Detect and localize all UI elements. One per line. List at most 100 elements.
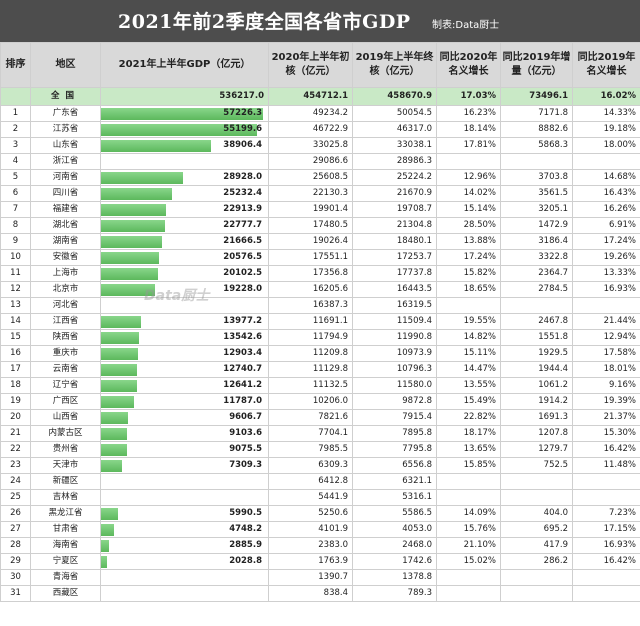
table-cell-gdp-2020: 1763.9 xyxy=(268,553,353,570)
table-cell-gdp-2019: 11990.8 xyxy=(352,329,437,346)
table-cell-gdp-2019: 25224.2 xyxy=(352,169,437,186)
table-row: 8 湖北省 22777.7 17480.5 21304.8 28.50% 1472.9 6.9… xyxy=(0,217,640,234)
table-cell-gdp-2020: 6412.8 xyxy=(268,473,353,490)
table-cell-gdp-2019: 17253.7 xyxy=(352,249,437,266)
table-row: 30 青海省 1390.7 1378.8 xyxy=(0,569,640,586)
table-cell-growth-2020 xyxy=(436,585,501,602)
table-cell-increment-2019: 3561.5 xyxy=(500,185,573,202)
table-cell-rank: 11 xyxy=(0,265,31,282)
table-cell-gdp-2021: 57226.3 xyxy=(100,105,269,122)
table-cell-gdp-2020: 11129.8 xyxy=(268,361,353,378)
gdp-bar xyxy=(101,268,158,280)
header-gdp-2021: 2021年上半年GDP（亿元） xyxy=(100,42,269,88)
table-cell-region: 北京市 xyxy=(30,281,101,298)
table-cell-increment-2019 xyxy=(500,473,573,490)
table-cell-gdp-2019: 1378.8 xyxy=(352,569,437,586)
table-cell-growth-2020: 15.14% xyxy=(436,201,501,218)
table-cell-increment-2019: 1551.8 xyxy=(500,329,573,346)
table-cell-gdp-2020: 17356.8 xyxy=(268,265,353,282)
gdp-bar xyxy=(101,332,139,344)
table-cell-rank: 25 xyxy=(0,489,31,506)
table-cell-region: 广东省 xyxy=(30,105,101,122)
gdp-bar xyxy=(101,124,257,136)
table-row: 3 山东省 38906.4 33025.8 33038.1 17.81% 5868.3 18.… xyxy=(0,137,640,154)
table-cell-increment-2019: 3205.1 xyxy=(500,201,573,218)
table-cell-growth-2020 xyxy=(436,473,501,490)
table-cell-gdp-2021: 55199.6 xyxy=(100,121,269,138)
table-cell-gdp-2019: 17737.8 xyxy=(352,265,437,282)
total-region: 全国 xyxy=(30,87,101,106)
header-gdp-2019: 2019年上半年终核（亿元） xyxy=(352,42,437,88)
gdp-value: 2028.8 xyxy=(229,556,262,566)
table-cell-increment-2019 xyxy=(500,569,573,586)
total-gdp-2021: 536217.0 xyxy=(100,87,269,106)
table-cell-region: 辽宁省 xyxy=(30,377,101,394)
table-cell-growth-2019: 16.42% xyxy=(572,441,640,458)
table-cell-gdp-2019: 28986.3 xyxy=(352,153,437,170)
table-cell-gdp-2020: 22130.3 xyxy=(268,185,353,202)
table-cell-region: 重庆市 xyxy=(30,345,101,362)
table-cell-gdp-2021: 13977.2 xyxy=(100,313,269,330)
table-cell-region: 安徽省 xyxy=(30,249,101,266)
table-cell-growth-2020: 19.55% xyxy=(436,313,501,330)
table-cell-region: 江苏省 xyxy=(30,121,101,138)
table-cell-region: 湖北省 xyxy=(30,217,101,234)
table-cell-growth-2019 xyxy=(572,569,640,586)
table-cell-increment-2019: 404.0 xyxy=(500,505,573,522)
table-cell-rank: 28 xyxy=(0,537,31,554)
header-row: 排序 地区 2021年上半年GDP（亿元） 2020年上半年初核（亿元） 201… xyxy=(0,42,640,88)
table-row: 31 西藏区 838.4 789.3 xyxy=(0,585,640,602)
table-cell-growth-2020: 15.49% xyxy=(436,393,501,410)
total-growth-2019: 16.02% xyxy=(572,87,640,106)
table-row: 5 河南省 28928.0 25608.5 25224.2 12.96% 3703.8 14.… xyxy=(0,169,640,186)
gdp-bar xyxy=(101,188,172,200)
table-cell-gdp-2020: 11209.8 xyxy=(268,345,353,362)
gdp-bar xyxy=(101,364,137,376)
table-cell-increment-2019: 5868.3 xyxy=(500,137,573,154)
table-cell-gdp-2021 xyxy=(100,569,269,586)
table-cell-gdp-2021: 9103.6 xyxy=(100,425,269,442)
table-row: 23 天津市 7309.3 6309.3 6556.8 15.85% 752.5 11.48% xyxy=(0,457,640,474)
total-growth-2020: 17.03% xyxy=(436,87,501,106)
table-cell-gdp-2021: 22913.9 xyxy=(100,201,269,218)
table-cell-gdp-2020: 6309.3 xyxy=(268,457,353,474)
table-cell-growth-2019 xyxy=(572,153,640,170)
table-cell-rank: 1 xyxy=(0,105,31,122)
table-cell-gdp-2019: 10796.3 xyxy=(352,361,437,378)
table-row: 19 广西区 11787.0 10206.0 9872.8 15.49% 1914.2 19.… xyxy=(0,393,640,410)
table-row: 13 河北省 16387.3 16319.5 xyxy=(0,297,640,314)
table-row: 14 江西省 13977.2 11691.1 11509.4 19.55% 2467.8 21… xyxy=(0,313,640,330)
table-cell-rank: 10 xyxy=(0,249,31,266)
gdp-value: 5990.5 xyxy=(229,508,262,518)
gdp-value: 12903.4 xyxy=(223,348,262,358)
table-cell-gdp-2019: 50054.5 xyxy=(352,105,437,122)
table-cell-gdp-2019: 6321.1 xyxy=(352,473,437,490)
table-cell-rank: 21 xyxy=(0,425,31,442)
table-cell-gdp-2019: 5586.5 xyxy=(352,505,437,522)
table-cell-growth-2019: 19.39% xyxy=(572,393,640,410)
table-cell-gdp-2019: 10973.9 xyxy=(352,345,437,362)
table-row: 26 黑龙江省 5990.5 5250.6 5586.5 14.09% 404.0 7.23% xyxy=(0,505,640,522)
table-row: 24 新疆区 6412.8 6321.1 xyxy=(0,473,640,490)
table-cell-growth-2020: 12.96% xyxy=(436,169,501,186)
table-cell-growth-2020: 13.55% xyxy=(436,377,501,394)
table-cell-gdp-2019: 2468.0 xyxy=(352,537,437,554)
table-cell-rank: 2 xyxy=(0,121,31,138)
table-cell-gdp-2021: 12641.2 xyxy=(100,377,269,394)
table-cell-region: 福建省 xyxy=(30,201,101,218)
table-cell-gdp-2021: 38906.4 xyxy=(100,137,269,154)
table-cell-gdp-2019: 7895.8 xyxy=(352,425,437,442)
table-cell-growth-2020: 17.81% xyxy=(436,137,501,154)
table-row: 1 广东省 57226.3 49234.2 50054.5 16.23% 7171.8 14.… xyxy=(0,105,640,122)
table-cell-increment-2019: 1472.9 xyxy=(500,217,573,234)
gdp-value: 12740.7 xyxy=(223,364,262,374)
table-cell-growth-2019: 6.91% xyxy=(572,217,640,234)
table-cell-growth-2020: 17.24% xyxy=(436,249,501,266)
table-cell-gdp-2020: 4101.9 xyxy=(268,521,353,538)
gdp-value: 22913.9 xyxy=(223,204,262,214)
table-cell-growth-2019: 21.44% xyxy=(572,313,640,330)
table-cell-increment-2019: 3322.8 xyxy=(500,249,573,266)
table-cell-rank: 3 xyxy=(0,137,31,154)
table-cell-growth-2019: 12.94% xyxy=(572,329,640,346)
gdp-bar xyxy=(101,252,159,264)
